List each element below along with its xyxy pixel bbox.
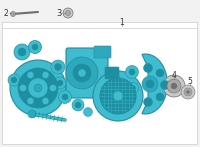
Circle shape bbox=[18, 68, 58, 108]
Text: 1: 1 bbox=[120, 17, 124, 26]
Circle shape bbox=[142, 76, 158, 92]
Circle shape bbox=[75, 102, 81, 108]
Circle shape bbox=[57, 80, 63, 86]
Circle shape bbox=[63, 8, 73, 18]
Circle shape bbox=[163, 75, 185, 97]
Circle shape bbox=[84, 107, 93, 117]
Circle shape bbox=[156, 69, 164, 77]
Text: 2: 2 bbox=[3, 9, 8, 17]
Circle shape bbox=[130, 86, 136, 91]
Text: 4: 4 bbox=[172, 71, 176, 80]
Circle shape bbox=[100, 78, 136, 114]
Circle shape bbox=[78, 69, 86, 77]
Circle shape bbox=[28, 78, 48, 98]
Circle shape bbox=[113, 91, 123, 101]
Circle shape bbox=[54, 77, 66, 89]
Circle shape bbox=[144, 97, 153, 106]
Circle shape bbox=[55, 64, 62, 71]
Circle shape bbox=[20, 85, 27, 91]
Circle shape bbox=[129, 69, 135, 75]
Circle shape bbox=[144, 64, 153, 72]
Circle shape bbox=[32, 44, 38, 50]
Circle shape bbox=[11, 11, 16, 16]
Circle shape bbox=[181, 85, 195, 99]
Circle shape bbox=[42, 71, 49, 78]
Circle shape bbox=[28, 110, 36, 118]
Text: 3: 3 bbox=[57, 9, 62, 17]
Polygon shape bbox=[142, 54, 167, 114]
Circle shape bbox=[27, 97, 34, 105]
Circle shape bbox=[184, 88, 192, 96]
Circle shape bbox=[8, 74, 20, 86]
Circle shape bbox=[50, 85, 57, 91]
Circle shape bbox=[34, 84, 42, 92]
Circle shape bbox=[10, 60, 66, 116]
Circle shape bbox=[59, 91, 72, 103]
Circle shape bbox=[66, 57, 98, 89]
Circle shape bbox=[186, 91, 190, 93]
Circle shape bbox=[128, 82, 138, 93]
Text: 5: 5 bbox=[188, 76, 192, 86]
Bar bbox=[2, 22, 197, 144]
Circle shape bbox=[126, 66, 138, 78]
Circle shape bbox=[160, 81, 170, 90]
Circle shape bbox=[66, 10, 71, 15]
Circle shape bbox=[73, 64, 91, 82]
Circle shape bbox=[156, 93, 164, 101]
Circle shape bbox=[42, 97, 49, 105]
Circle shape bbox=[93, 71, 143, 121]
FancyBboxPatch shape bbox=[105, 67, 119, 79]
Circle shape bbox=[11, 77, 17, 83]
Circle shape bbox=[171, 83, 177, 89]
Circle shape bbox=[51, 60, 65, 74]
Circle shape bbox=[14, 44, 30, 60]
FancyBboxPatch shape bbox=[94, 46, 111, 58]
Circle shape bbox=[62, 94, 68, 100]
Circle shape bbox=[167, 79, 181, 93]
Circle shape bbox=[29, 41, 42, 54]
Circle shape bbox=[27, 71, 34, 78]
Circle shape bbox=[18, 48, 26, 56]
Circle shape bbox=[72, 99, 84, 111]
Circle shape bbox=[146, 80, 154, 88]
FancyBboxPatch shape bbox=[66, 48, 108, 98]
